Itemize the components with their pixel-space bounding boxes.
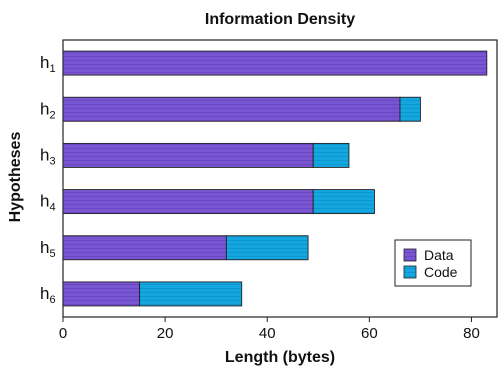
bars-layer — [62, 50, 488, 307]
bar-data-h6 — [62, 281, 141, 307]
y-category-base: h — [40, 284, 49, 303]
y-category-label: h6 — [40, 284, 56, 306]
legend-swatch-code — [403, 265, 417, 279]
bar-code-h4 — [312, 189, 375, 215]
bar-data-h3 — [62, 142, 314, 168]
x-tick-label: 40 — [259, 325, 276, 342]
legend-swatch-data — [403, 248, 417, 262]
bar-code-h3 — [312, 142, 350, 168]
bar-code-h6 — [139, 281, 243, 307]
bar-data-h2 — [62, 96, 401, 122]
bar-code-h5 — [225, 235, 309, 261]
y-category-label: h2 — [40, 99, 56, 121]
x-ticks-layer: 0 20 40 60 80 — [59, 317, 480, 342]
legend-label-data: Data — [424, 247, 454, 263]
y-category-base: h — [40, 192, 49, 211]
bar-data-h5 — [62, 235, 227, 261]
y-category-subscript: 4 — [49, 202, 55, 214]
y-category-base: h — [40, 53, 49, 72]
x-tick-label: 0 — [59, 325, 67, 342]
y-category-base: h — [40, 99, 49, 118]
bar-data-h1 — [62, 50, 488, 76]
x-tick-label: 80 — [463, 325, 480, 342]
y-category-subscript: 3 — [49, 155, 55, 167]
y-category-label: h1 — [40, 53, 56, 75]
legend: Data Code — [394, 239, 472, 287]
y-category-label: h5 — [40, 238, 56, 260]
plot-frame — [62, 39, 498, 318]
y-category-base: h — [40, 145, 49, 164]
y-category-subscript: 5 — [49, 248, 55, 260]
y-category-label: h3 — [40, 145, 56, 167]
y-category-label: h4 — [40, 192, 56, 214]
bar-code-h2 — [399, 96, 421, 122]
y-category-subscript: 6 — [49, 294, 55, 306]
y-axis-label: Hypotheses — [7, 132, 24, 223]
y-category-base: h — [40, 238, 49, 257]
x-tick-label: 20 — [157, 325, 174, 342]
x-axis-label: Length (bytes) — [225, 349, 335, 366]
bar-data-h4 — [62, 189, 314, 215]
y-category-subscript: 2 — [49, 109, 55, 121]
legend-label-code: Code — [424, 264, 458, 280]
y-category-subscript: 1 — [49, 63, 55, 75]
chart-title: Information Density — [205, 11, 355, 28]
x-tick-label: 60 — [361, 325, 378, 342]
